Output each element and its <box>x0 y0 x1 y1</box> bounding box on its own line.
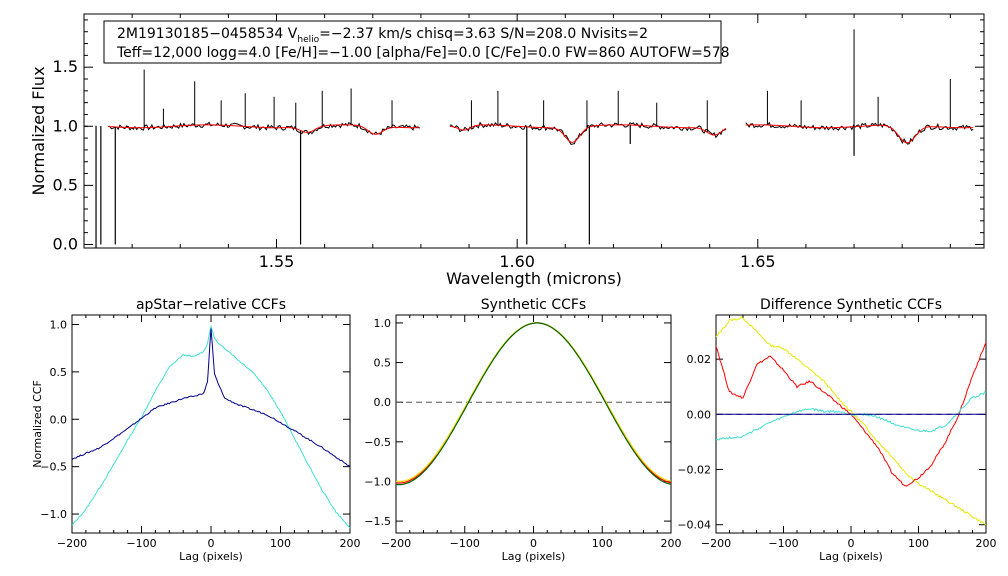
synthetic-y-tick-label: 1.0 <box>374 317 392 330</box>
synthetic-x-tick-label: −200 <box>381 537 411 550</box>
spectrum-x-ticks: 1.55 1.60 1.65 <box>131 14 951 271</box>
apstar-x-tick-label: −200 <box>57 537 87 550</box>
synthetic-series-1 <box>395 322 672 484</box>
spectrum-x-label: Wavelength (microns) <box>446 269 622 288</box>
apstar-y-label: Normalized CCF <box>31 380 44 468</box>
info-box-line-1: 2M19130185−0458534 Vhelio=−2.37 km/s chi… <box>117 26 648 45</box>
info-star-id: 2M19130185−0458534 V <box>117 26 298 42</box>
synthetic-x-tick-label: 200 <box>661 537 682 550</box>
difference-x-tick-label: 200 <box>976 537 997 550</box>
apstar-series-visit-1 <box>71 324 351 529</box>
info-star-params: =−2.37 km/s chisq=3.63 S/N=208.0 Nvisits… <box>319 26 648 42</box>
observed-spectrum-chip-2 <box>449 121 727 145</box>
apstar-x-tick-label: −100 <box>126 537 156 550</box>
apstar-y-tick-label: 0.5 <box>50 366 68 379</box>
synthetic-y-tick-label: 0.0 <box>374 396 392 409</box>
apstar-x-tick-label: 200 <box>340 537 361 550</box>
spectrum-y-tick-label: 0.0 <box>53 234 78 253</box>
synthetic-plot-frame <box>395 314 672 534</box>
synthetic-x-tick-label: 0 <box>530 537 537 550</box>
difference-ccf-panel: Difference Synthetic CCFs Lag (pixels) −20… <box>677 297 996 563</box>
apstar-series-visit-2 <box>71 328 351 468</box>
difference-x-tick-label: 0 <box>848 537 855 550</box>
spectrum-y-ticks: 0.0 0.5 1.0 1.5 <box>53 19 984 253</box>
apstar-title: apStar−relative CCFs <box>136 297 286 313</box>
apstar-y-tick-label: −0.5 <box>40 461 67 474</box>
difference-plot-frame <box>715 314 987 534</box>
difference-y-tick-label: 0.02 <box>687 353 712 366</box>
difference-title: Difference Synthetic CCFs <box>760 297 942 313</box>
synthetic-y-tick-label: −0.5 <box>364 436 391 449</box>
synthetic-y-tick-label: 0.5 <box>374 357 392 370</box>
synthetic-y-tick-label: −1.0 <box>364 475 391 488</box>
apstar-ccf-panel: apStar−relative CCFs Lag (pixels) Normaliz… <box>31 297 361 563</box>
apstar-plot-frame <box>71 314 351 534</box>
info-helio-subscript: helio <box>297 35 319 45</box>
spectrum-x-tick-label: 1.65 <box>740 252 776 271</box>
spectrum-x-tick-label: 1.55 <box>259 252 295 271</box>
synthetic-x-tick-label: −100 <box>450 537 480 550</box>
difference-series-yellow <box>715 316 987 526</box>
spectrum-y-label: Normalized Flux <box>29 66 48 195</box>
synthetic-x-label: Lag (pixels) <box>502 550 566 563</box>
difference-x-label: Lag (pixels) <box>819 550 883 563</box>
spectrum-x-tick-label: 1.60 <box>499 252 535 271</box>
apstar-y-tick-label: 0.0 <box>50 413 68 426</box>
model-spectrum-chip-2 <box>449 124 727 143</box>
synthetic-title: Synthetic CCFs <box>481 297 586 313</box>
model-spectrum-chip-3 <box>745 124 974 144</box>
spectrum-panel: 0.0 0.5 1.0 1.5 1.55 1.60 1.65 Wavelength (mi… <box>29 13 985 288</box>
difference-x-tick-label: −100 <box>768 537 798 550</box>
spectrum-plot-frame <box>83 13 985 249</box>
synthetic-ccf-panel: Synthetic CCFs Lag (pixels) −200 −100 0 100 20… <box>364 297 681 563</box>
observed-spectrum-chip-1 <box>108 121 421 136</box>
synthetic-series-3 <box>395 322 672 486</box>
difference-x-tick-label: 100 <box>908 537 929 550</box>
apstar-x-label: Lag (pixels) <box>179 550 243 563</box>
apstar-y-tick-label: −1.0 <box>40 508 67 521</box>
model-spectrum-chip-1 <box>108 124 420 135</box>
info-box-line-2: Teff=12,000 logg=4.0 [Fe/H]=−1.00 [alpha… <box>116 45 730 61</box>
apstar-x-tick-label: 100 <box>270 537 291 550</box>
spectrum-y-tick-label: 1.0 <box>53 116 78 135</box>
info-box <box>103 20 722 64</box>
apstar-y-tick-label: 1.0 <box>50 318 68 331</box>
apstar-x-tick-label: 0 <box>208 537 215 550</box>
spectrum-y-tick-label: 0.5 <box>53 175 78 194</box>
difference-y-tick-label: −0.02 <box>677 464 711 477</box>
spectrum-series <box>95 29 974 248</box>
synthetic-x-tick-label: 100 <box>592 537 613 550</box>
difference-y-tick-label: −0.04 <box>677 519 711 532</box>
spectrum-y-tick-label: 1.5 <box>53 57 78 76</box>
difference-y-tick-label: 0.00 <box>687 408 712 421</box>
synthetic-y-tick-label: −1.5 <box>364 515 391 528</box>
difference-series-cyan <box>715 391 987 441</box>
difference-x-tick-label: −200 <box>701 537 731 550</box>
